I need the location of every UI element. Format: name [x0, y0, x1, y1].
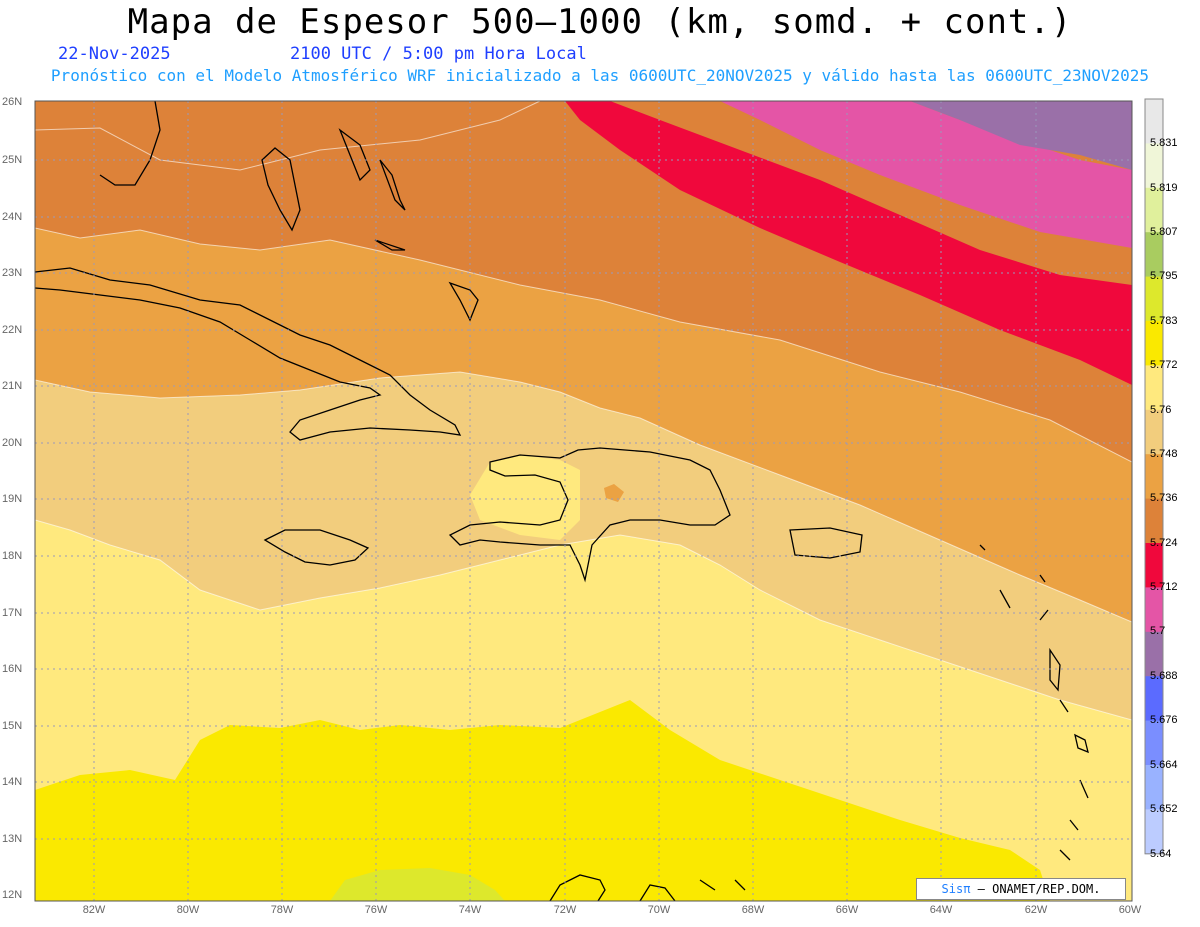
colorbar-swatch: [1145, 143, 1163, 189]
valid-date: 22-Nov-2025: [58, 44, 171, 64]
colorbar-label: 5.712: [1150, 581, 1178, 593]
band-5700: [720, 101, 1132, 248]
lon-label: 78W: [270, 904, 294, 916]
colorbar-swatch: [1145, 498, 1163, 544]
lon-label: 66W: [835, 904, 859, 916]
band-5688: [910, 101, 1132, 170]
credit-org: – ONAMET/REP.DOM.: [970, 882, 1101, 896]
colorbar-label: 5.736: [1150, 492, 1178, 504]
map-title: Mapa de Espesor 500—1000 (km, somd. + co…: [127, 2, 1073, 42]
colorbar-label: 5.748: [1150, 448, 1178, 460]
colorbar-label: 5.688: [1150, 670, 1178, 682]
lat-label: 15N: [2, 720, 23, 732]
lon-label: 72W: [553, 904, 577, 916]
colorbar-label: 5.664: [1150, 759, 1178, 771]
band-5783: [330, 868, 505, 901]
credit-sis: Sisπ: [941, 882, 971, 896]
puerto-rico-coast: [789, 527, 863, 559]
colorbar-label: 5.783: [1150, 315, 1178, 327]
lat-label: 24N: [2, 211, 23, 223]
colorbar-swatch: [1145, 809, 1163, 855]
colorbar-swatch: [1145, 321, 1163, 366]
hispaniola-patch-2: [604, 484, 624, 502]
lat-label: 21N: [2, 380, 23, 392]
contour-lines: [35, 101, 1132, 721]
colorbar-frame: [1144, 98, 1164, 855]
lat-label: 12N: [2, 889, 23, 901]
coastlines: [34, 100, 1089, 902]
graticule: [35, 101, 1132, 901]
colorbar-swatch: [1145, 587, 1163, 633]
cuba-coast: [34, 267, 462, 441]
colorbar-swatch: [1145, 454, 1163, 500]
colorbar-swatch: [1145, 543, 1163, 588]
colorbar-label: 5.64: [1150, 848, 1172, 860]
lon-label: 76W: [364, 904, 388, 916]
colorbar-swatch: [1145, 720, 1163, 766]
lat-label: 20N: [2, 437, 23, 449]
lat-label: 16N: [2, 663, 23, 675]
colorbar-swatch: [1145, 187, 1163, 233]
lat-label: 19N: [2, 493, 23, 505]
valid-time: 2100 UTC / 5:00 pm Hora Local: [290, 44, 587, 64]
band-5712: [565, 101, 1132, 385]
colorbar-label: 5.819: [1150, 182, 1178, 194]
lat-label: 25N: [2, 154, 23, 166]
plot-frame: [34, 100, 1133, 902]
colorbar-label: 5.831: [1150, 137, 1178, 149]
lat-label: 17N: [2, 607, 23, 619]
lat-label: 22N: [2, 324, 23, 336]
shaded-contours: [35, 101, 1132, 901]
colorbar-label: 5.676: [1150, 714, 1178, 726]
colorbar-label: 5.724: [1150, 537, 1178, 549]
lon-label: 64W: [929, 904, 953, 916]
forecast-info: Pronóstico con el Modelo Atmosférico WRF…: [50, 66, 1150, 85]
jamaica-coast: [263, 529, 370, 566]
lon-label: 60W: [1118, 904, 1142, 916]
band-5772: [35, 700, 1050, 901]
lon-label: 62W: [1024, 904, 1048, 916]
lat-label: 14N: [2, 776, 23, 788]
lat-label: 26N: [2, 96, 23, 108]
hispaniola-patch: [470, 455, 580, 540]
colorbar-swatch: [1145, 365, 1163, 411]
lon-label: 68W: [741, 904, 765, 916]
colorbar-label: 5.7: [1150, 625, 1166, 637]
bahamas-coast: [261, 128, 479, 322]
colorbar-swatch: [1145, 409, 1163, 455]
colorbar-label: 5.795: [1150, 270, 1178, 282]
colorbar-swatch: [1145, 232, 1163, 278]
lesser-antilles-coast: [979, 544, 1089, 861]
lat-label: 13N: [2, 833, 23, 845]
colorbar-swatch: [1145, 765, 1163, 810]
colorbar-swatch: [1145, 631, 1163, 677]
lon-label: 82W: [82, 904, 106, 916]
colorbar-label: 5.76: [1150, 404, 1172, 416]
florida-coast: [99, 100, 161, 186]
colorbar-label: 5.652: [1150, 803, 1178, 815]
colorbar-swatch: [1145, 676, 1163, 722]
lat-label: 23N: [2, 267, 23, 279]
colorbar-swatch: [1145, 99, 1163, 144]
lon-label: 80W: [176, 904, 200, 916]
colorbar: [1144, 98, 1164, 855]
hispaniola-coast: [448, 447, 731, 583]
colorbar-label: 5.807: [1150, 226, 1178, 238]
lon-label: 74W: [458, 904, 482, 916]
lat-label: 18N: [2, 550, 23, 562]
lon-label: 70W: [647, 904, 671, 916]
colorbar-swatch: [1145, 276, 1163, 322]
credit-box: Sisπ – ONAMET/REP.DOM.: [916, 878, 1126, 900]
south-america-coast: [549, 874, 746, 902]
colorbar-label: 5.772: [1150, 359, 1178, 371]
